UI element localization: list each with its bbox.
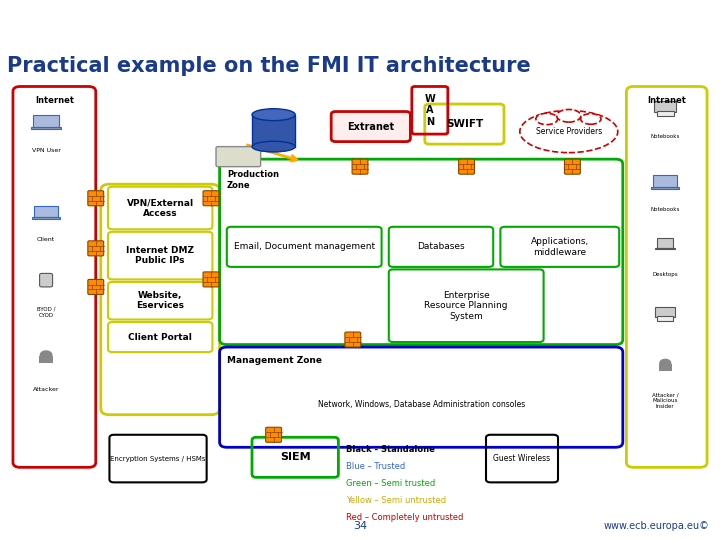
FancyBboxPatch shape [40, 273, 53, 287]
FancyBboxPatch shape [32, 217, 60, 219]
FancyBboxPatch shape [88, 191, 104, 206]
FancyBboxPatch shape [345, 332, 361, 347]
Text: Client: Client [37, 237, 55, 242]
Text: www.ecb.europa.eu©: www.ecb.europa.eu© [603, 521, 709, 531]
Text: Desktops: Desktops [652, 272, 678, 277]
FancyBboxPatch shape [655, 307, 675, 317]
FancyBboxPatch shape [459, 159, 474, 174]
Text: Red – Completely untrusted: Red – Completely untrusted [346, 513, 463, 522]
Text: VPN/External
Access: VPN/External Access [127, 198, 194, 218]
Text: Internet DMZ
Public IPs: Internet DMZ Public IPs [126, 246, 194, 265]
Ellipse shape [536, 113, 558, 125]
Text: 34: 34 [353, 521, 367, 531]
Text: Enterprise
Resource Planning
System: Enterprise Resource Planning System [425, 291, 508, 321]
Text: Production
Zone: Production Zone [227, 170, 279, 190]
Text: Practical example on the FMI IT architecture: Practical example on the FMI IT architec… [7, 56, 531, 77]
FancyBboxPatch shape [88, 279, 104, 294]
Circle shape [660, 359, 671, 367]
FancyBboxPatch shape [266, 427, 282, 442]
Text: Encryption Systems / HSMs: Encryption Systems / HSMs [110, 456, 206, 462]
FancyBboxPatch shape [651, 187, 680, 189]
Circle shape [40, 351, 52, 359]
Text: Management Zone: Management Zone [227, 356, 322, 365]
FancyBboxPatch shape [39, 356, 53, 363]
Text: Databases: Databases [417, 242, 465, 251]
Text: Internet: Internet [35, 96, 74, 105]
FancyBboxPatch shape [653, 176, 678, 187]
Text: VPN User: VPN User [32, 148, 60, 153]
FancyBboxPatch shape [33, 114, 59, 126]
Text: Client Portal: Client Portal [128, 333, 192, 341]
FancyBboxPatch shape [657, 238, 673, 248]
Text: Attacker /
Malicious
Insider: Attacker / Malicious Insider [652, 392, 678, 409]
Text: SIEM: SIEM [280, 453, 310, 462]
FancyBboxPatch shape [31, 126, 61, 129]
Text: Extranet: Extranet [347, 122, 395, 132]
FancyBboxPatch shape [657, 316, 673, 321]
Text: BYOD /
CYOD: BYOD / CYOD [37, 307, 55, 318]
Text: Notebooks: Notebooks [651, 207, 680, 212]
Text: Protection – Network & IT infrastructure: Protection – Network & IT infrastructure [7, 12, 372, 27]
Text: Yellow – Semi untrusted: Yellow – Semi untrusted [346, 496, 446, 505]
FancyBboxPatch shape [34, 206, 58, 217]
Text: Website,
Eservices: Website, Eservices [136, 291, 184, 310]
Text: Green – Semi trusted: Green – Semi trusted [346, 479, 435, 488]
FancyBboxPatch shape [659, 364, 672, 370]
FancyBboxPatch shape [655, 248, 675, 249]
FancyBboxPatch shape [216, 147, 261, 167]
FancyBboxPatch shape [88, 241, 104, 256]
Text: Network, Windows, Database Administration consoles: Network, Windows, Database Administratio… [318, 400, 525, 409]
Text: Applications,
middleware: Applications, middleware [531, 237, 589, 256]
Ellipse shape [252, 141, 295, 152]
FancyBboxPatch shape [564, 159, 580, 174]
FancyBboxPatch shape [203, 191, 219, 206]
Text: Service Providers: Service Providers [536, 127, 602, 136]
FancyBboxPatch shape [657, 111, 674, 116]
Ellipse shape [580, 113, 601, 124]
Text: Email, Document management: Email, Document management [233, 242, 375, 251]
Text: Blue – Trusted: Blue – Trusted [346, 462, 405, 471]
Text: SWIFT: SWIFT [446, 119, 483, 129]
FancyBboxPatch shape [654, 101, 676, 112]
Text: Attacker: Attacker [33, 387, 59, 392]
Ellipse shape [252, 109, 295, 120]
FancyBboxPatch shape [203, 272, 219, 287]
Text: Intranet: Intranet [647, 96, 686, 105]
FancyBboxPatch shape [352, 159, 368, 174]
FancyBboxPatch shape [252, 114, 295, 147]
FancyBboxPatch shape [331, 112, 410, 141]
Text: Black - Standalone: Black - Standalone [346, 445, 434, 454]
Text: Notebooks: Notebooks [651, 134, 680, 139]
Text: Guest Wireless: Guest Wireless [493, 454, 551, 463]
Ellipse shape [557, 110, 581, 122]
Text: W
A
N: W A N [425, 93, 435, 127]
